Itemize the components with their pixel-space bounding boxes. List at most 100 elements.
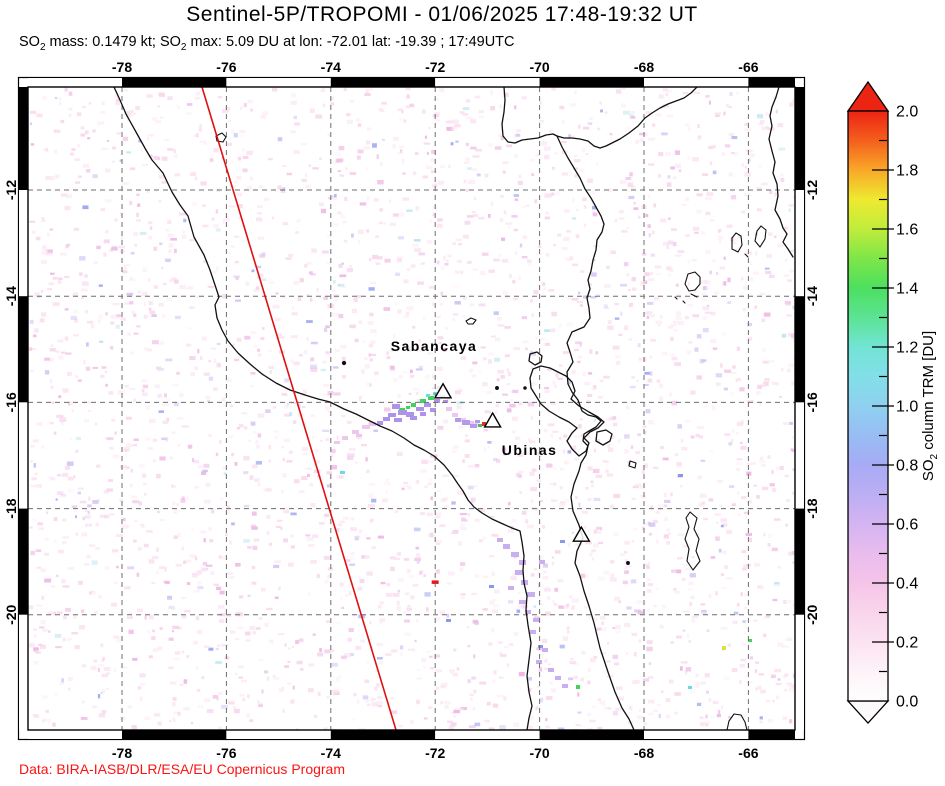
island-dot-4 [626,561,630,565]
so2-plume-pixel [515,570,523,575]
volcano-label: Ubinas [502,442,558,458]
lon-tick-label-top: -72 [425,59,445,75]
so2-plume-pixel [340,471,345,474]
so2-plume-pixel [497,538,503,542]
frame-band-right-segment [795,296,804,403]
so2-plume-pixel [511,552,519,557]
lon-tick-label-bottom: -76 [216,745,236,761]
volcano-label: Sabancaya [391,338,478,354]
lon-tick-label-top: -74 [321,59,341,75]
data-credit: Data: BIRA-IASB/DLR/ESA/EU Copernicus Pr… [19,761,346,777]
so2-plume-pixel [362,425,370,429]
lake-titicaca-minor [528,351,613,446]
border-peru-brazil [501,87,698,149]
frame-band-top-segment [748,78,795,87]
lat-tick-label-left: -16 [3,392,19,412]
salar-lake-south [684,511,701,571]
small-lakes-northeast [674,225,767,304]
frame-band-top-segment [435,78,540,87]
border-brazil-bolivia [768,87,794,258]
island-dot-1 [341,360,347,366]
so2-plume-pixel [562,684,568,688]
frame-band-right-segment [795,190,804,297]
so2-max-value: max: 5.09 DU at lon: -72.01 lat: -19.39 … [186,34,515,50]
volcano-marker-icon [483,411,502,428]
volcano-marker-icon [433,382,453,399]
so2-plume-pixel [383,417,390,421]
frame-band-bottom-segment [122,730,227,739]
so2-plume-pixel [462,420,470,425]
frame-band-right-segment [795,614,804,730]
lat-tick-label-left: -18 [3,498,19,518]
so2-plume-pixel [420,412,426,416]
frame-band-bottom-segment [226,730,331,739]
lat-tick-label-right: -14 [804,286,820,306]
frame-band-bottom-segment [539,730,644,739]
so2-plume-pixel [455,418,461,422]
so2-plume-pixel [688,686,692,689]
so2-plume-pixel [560,540,565,543]
island-dot-3 [523,386,527,390]
so2-plume-pixel [434,399,440,403]
so2-plume-pixel [468,421,474,425]
so2-plume-pixel [489,585,494,588]
map-inner-frame [27,86,796,731]
lat-tick-label-left: -20 [3,604,19,624]
so2-plume-pixel [519,600,526,604]
lat-tick-label-left: -12 [3,180,19,200]
plot-subtitle: SO2 mass: 0.1479 kt; SO2 max: 5.09 DU at… [19,34,515,53]
so2-plume-pixel [576,685,580,689]
so2-plume-pixel [555,676,561,680]
colorbar-tick-label: 1.8 [896,163,918,180]
lat-lon-gridlines [28,87,795,730]
frame-band-top-segment [539,78,644,87]
so2-plume-pixel [722,646,726,650]
lon-tick-label-bottom: -70 [529,745,549,761]
so2-plume-pixel [342,436,348,440]
so2-plume-pixel [388,413,396,417]
satellite-swath-edge-line [201,87,397,730]
so2-plume-pixel [519,560,526,565]
colorbar-tick-label: 0.2 [896,635,918,652]
so2-plume-pixel [538,645,543,648]
lon-tick-label-bottom: -66 [738,745,758,761]
colorbar-underflow-arrow [846,700,890,724]
frame-band-bottom-segment [748,730,795,739]
lat-tick-label-right: -16 [804,392,820,412]
colorbar-overflow-arrow [846,80,890,112]
so2-plume-pixel [411,403,416,407]
so2-plume-pixel [533,618,540,622]
so2-plume-pixel [478,424,482,427]
frame-band-bottom-segment [330,730,436,739]
frame-band-right-segment [795,402,804,509]
so2-plume-pixel [482,422,486,426]
lon-tick-label-top: -68 [634,59,654,75]
lon-tick-label-top: -66 [738,59,758,75]
colorbar-title-pre: SO [920,459,937,482]
so2-max-pixel [431,580,439,584]
frame-band-bottom-segment [644,730,749,739]
so2-plume-pixel [525,610,531,614]
so2-plume-pixel [420,399,426,403]
so2-plume-pixel [426,394,430,397]
lat-tick-label-right: -12 [804,180,820,200]
island-dot-2 [495,386,499,390]
plot-title: Sentinel-5P/TROPOMI - 01/06/2025 17:48-1… [186,3,698,26]
so2-plume-pixel [352,430,359,434]
so2-mass-value: mass: 0.1479 kt; [45,34,160,50]
so2-plume-pixel [394,418,402,422]
frame-band-bottom-segment [435,730,540,739]
so2-plume-pixel [542,648,548,652]
border-peru-bolivia-chile [556,135,635,730]
so2-plume-pixel [446,407,452,411]
so2-max-label: SO [159,34,181,50]
so2-plume-pixel [416,407,424,411]
colorbar-tick-label: 0.4 [896,576,918,593]
lat-tick-label-right: -18 [804,498,820,518]
so2-plume-pixel [406,412,414,417]
so2-plume-pixel [443,400,448,403]
frame-band-left-segment [19,614,28,730]
frame-band-top-segment [28,78,122,87]
